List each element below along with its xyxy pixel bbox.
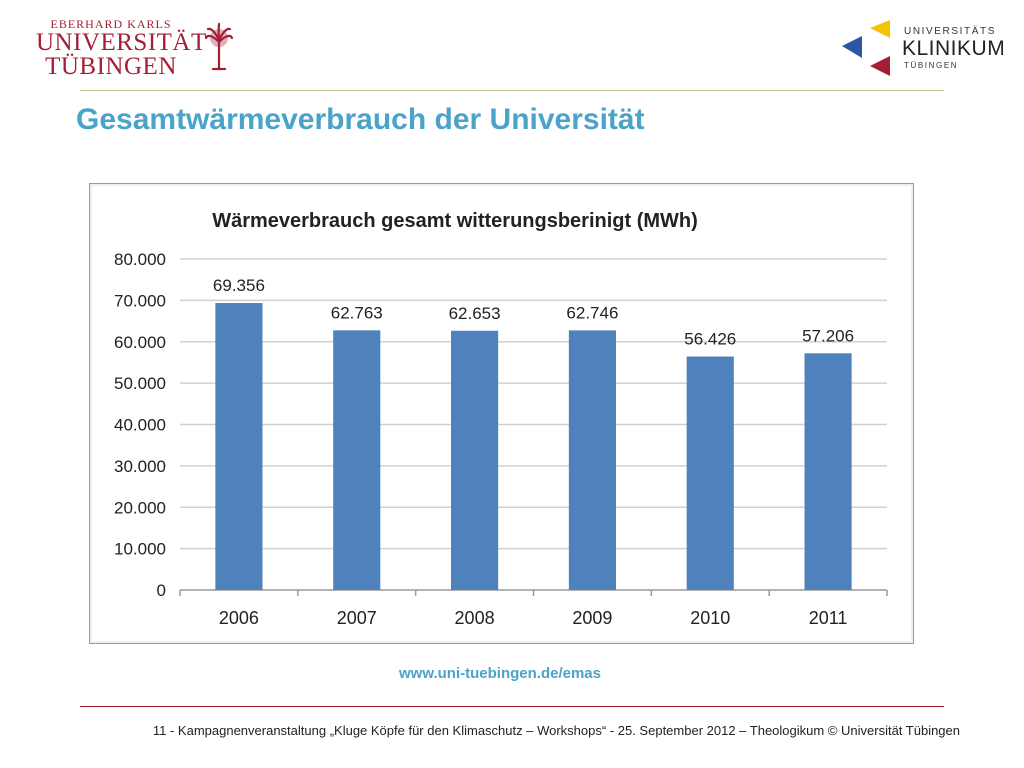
data-label: 62.653: [449, 304, 501, 323]
data-label: 62.746: [566, 303, 618, 322]
header-divider: [80, 90, 944, 91]
y-tick-label: 80.000: [114, 250, 166, 269]
bar: [686, 356, 734, 590]
data-label: 69.356: [213, 276, 265, 295]
y-tick-label: 50.000: [114, 374, 166, 393]
y-tick-label: 40.000: [114, 416, 166, 435]
clinic-logo: UNIVERSITÄTS KLINIKUM TÜBINGEN: [840, 18, 1010, 80]
y-tick-label: 10.000: [114, 540, 166, 559]
x-tick-label: 2007: [337, 608, 377, 628]
slide-title: Gesamtwärmeverbrauch der Universität: [76, 103, 645, 136]
university-logo-line3: TÜBINGEN: [45, 53, 177, 80]
clinic-logo-line2: KLINIKUM: [902, 37, 1006, 60]
y-tick-label: 0: [157, 581, 166, 600]
y-tick-label: 30.000: [114, 457, 166, 476]
data-label: 56.426: [684, 330, 736, 349]
x-tick-label: 2010: [690, 608, 730, 628]
clinic-arrows-icon: [842, 20, 890, 76]
clinic-logo-line1: UNIVERSITÄTS: [904, 26, 996, 37]
x-tick-label: 2008: [455, 608, 495, 628]
data-label: 57.206: [802, 326, 854, 345]
university-logo-line1: EBERHARD KARLS: [50, 17, 172, 31]
y-tick-label: 70.000: [114, 291, 166, 310]
bar: [568, 330, 616, 590]
clinic-logo-line3: TÜBINGEN: [904, 61, 959, 70]
footer-divider: [80, 706, 944, 707]
x-tick-label: 2011: [809, 608, 848, 628]
bar: [215, 303, 263, 590]
source-link[interactable]: www.uni-tuebingen.de/emas: [399, 665, 601, 682]
university-logo-line2: UNIVERSITÄT: [36, 29, 207, 56]
x-tick-label: 2006: [219, 608, 259, 628]
university-logo: EBERHARD KARLS UNIVERSITÄT TÜBINGEN: [36, 17, 207, 80]
y-tick-label: 20.000: [114, 498, 166, 517]
y-tick-label: 60.000: [114, 333, 166, 352]
bar: [451, 330, 499, 590]
footer-text: 11 - Kampagnenveranstaltung „Kluge Köpfe…: [152, 723, 960, 738]
palm-tree-icon: [204, 22, 234, 71]
bar: [333, 330, 381, 590]
data-label: 62.763: [331, 303, 383, 322]
bar: [804, 353, 852, 590]
chart-frame: Wärmeverbrauch gesamt witterungsberinigt…: [89, 183, 914, 644]
bar-chart: Wärmeverbrauch gesamt witterungsberinigt…: [114, 210, 888, 628]
x-tick-label: 2009: [572, 608, 612, 628]
chart-title: Wärmeverbrauch gesamt witterungsberinigt…: [212, 210, 698, 232]
